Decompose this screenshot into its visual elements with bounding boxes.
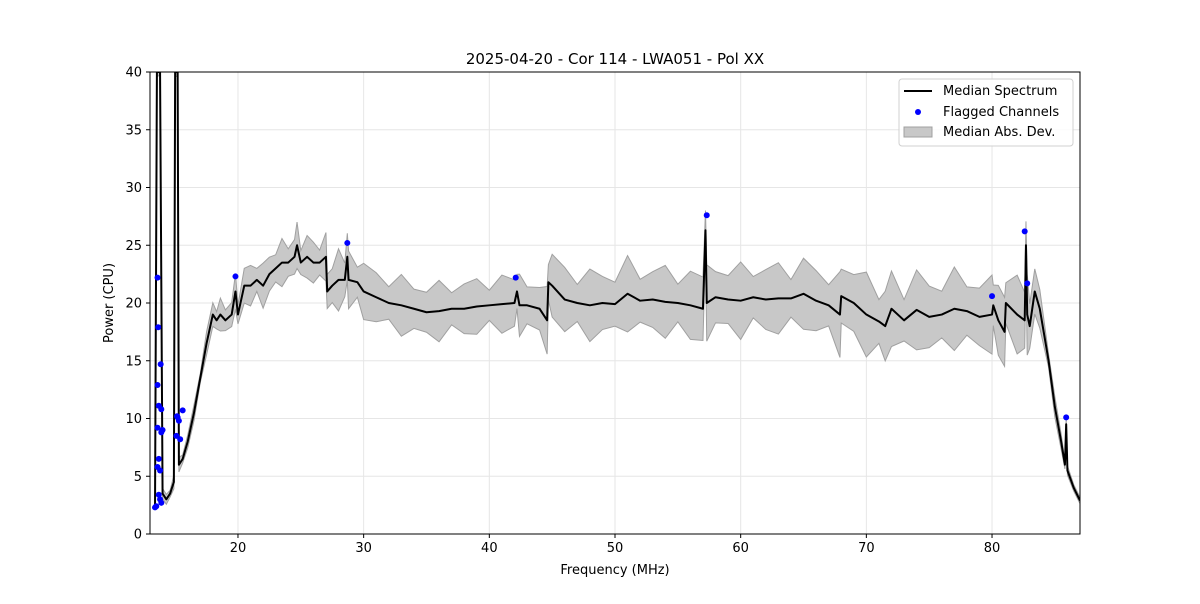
median-spectrum-line — [154, 72, 1080, 506]
flagged-point — [154, 274, 161, 281]
y-tick-label: 20 — [125, 297, 142, 312]
x-axis-label: Frequency (MHz) — [560, 563, 669, 578]
flagged-point — [155, 455, 162, 462]
flagged-point — [703, 212, 710, 219]
x-tick-label: 80 — [984, 541, 1001, 556]
flagged-point — [1024, 280, 1031, 287]
x-tick-label: 50 — [607, 541, 624, 556]
legend-fill-swatch — [903, 126, 933, 138]
x-tick-label: 20 — [230, 541, 247, 556]
flagged-point — [179, 407, 186, 414]
legend-box — [898, 78, 1074, 147]
y-tick-label: 5 — [134, 470, 142, 485]
flagged-point — [173, 432, 180, 439]
legend-label-mad: Median Abs. Dev. — [943, 125, 1055, 140]
y-tick-label: 15 — [125, 354, 142, 369]
y-tick-label: 0 — [134, 528, 142, 543]
flagged-point — [154, 382, 161, 389]
y-tick-label: 10 — [125, 412, 142, 427]
flagged-point — [154, 424, 161, 431]
legend: Median Spectrum Flagged Channels Median … — [898, 78, 1074, 147]
chart-title: 2025-04-20 - Cor 114 - LWA051 - Pol XX — [466, 50, 764, 68]
flagged-point — [157, 361, 164, 368]
flagged-point — [344, 239, 351, 246]
legend-label-median: Median Spectrum — [943, 84, 1057, 99]
x-tick-label: 30 — [355, 541, 372, 556]
y-tick-label: 35 — [125, 123, 142, 138]
flagged-point — [174, 414, 181, 421]
flagged-point — [1021, 228, 1028, 235]
legend-label-flagged: Flagged Channels — [943, 105, 1059, 120]
flagged-point — [1063, 414, 1070, 421]
flagged-point — [989, 293, 996, 300]
flagged-point — [158, 499, 165, 506]
legend-dot-swatch — [915, 109, 921, 115]
flagged-point — [153, 503, 160, 510]
y-axis-label: Power (CPU) — [102, 263, 117, 343]
y-tick-label: 40 — [125, 66, 142, 81]
x-tick-label: 40 — [481, 541, 498, 556]
flagged-point — [177, 436, 184, 443]
flagged-point — [155, 491, 162, 498]
axis-ticks: 20 30 40 50 60 70 80 0 5 10 15 20 25 30 35 40 — [125, 66, 1000, 557]
flagged-point — [157, 467, 164, 474]
flagged-point — [158, 429, 165, 436]
flagged-point — [155, 324, 162, 331]
flagged-point — [232, 273, 239, 280]
x-tick-label: 60 — [732, 541, 749, 556]
y-tick-label: 30 — [125, 181, 142, 196]
y-tick-label: 25 — [125, 239, 142, 254]
flagged-point — [512, 274, 519, 281]
flagged-point — [158, 406, 165, 413]
x-tick-label: 70 — [858, 541, 875, 556]
flagged-channels — [152, 212, 1070, 511]
